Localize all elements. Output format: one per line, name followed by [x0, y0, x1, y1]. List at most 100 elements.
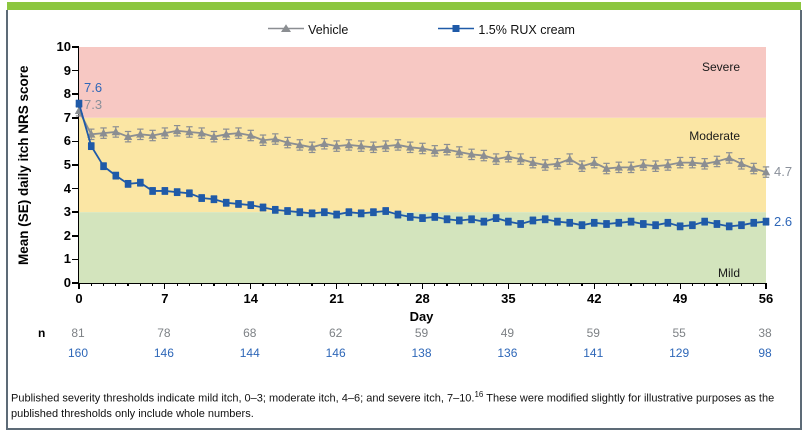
- x-major-tick-mark: [507, 283, 509, 289]
- y-tick-mark: [72, 69, 79, 72]
- x-major-tick-mark: [593, 283, 595, 289]
- x-minor-tick-mark: [409, 283, 411, 286]
- x-minor-tick-mark: [458, 283, 460, 286]
- legend-item-rux: 1.5% RUX cream: [438, 21, 575, 39]
- annotation-vehicle-day0: 7.3: [84, 97, 103, 112]
- n-value-vehicle: 49: [500, 326, 515, 340]
- n-value-rux: 138: [411, 346, 432, 360]
- footnote-text-2: These were modified slightly for illustr…: [11, 392, 775, 421]
- n-value-vehicle: 81: [71, 326, 85, 340]
- x-tick-label: 42: [587, 291, 602, 306]
- x-minor-tick-mark: [740, 283, 743, 286]
- x-minor-tick-mark: [139, 283, 141, 286]
- x-minor-tick-mark: [704, 283, 706, 286]
- x-minor-tick-mark: [102, 283, 105, 286]
- y-tick-label: 5: [63, 157, 71, 172]
- y-tick-mark: [72, 46, 79, 48]
- y-tick-label: 4: [63, 180, 71, 196]
- x-major-tick-mark: [679, 283, 681, 289]
- x-major-tick-mark: [78, 283, 80, 289]
- x-minor-tick-mark: [385, 283, 387, 286]
- severity-band: [79, 47, 766, 118]
- severity-band: [79, 212, 766, 283]
- n-value-vehicle: 38: [758, 326, 772, 340]
- footnote-text-1: Published severity thresholds indicate m…: [11, 392, 475, 405]
- plot-area: Severe Moderate Mild 7.6 7.3 4.7 2.6 0 1 2…: [57, 39, 793, 306]
- x-minor-tick-mark: [642, 283, 644, 286]
- x-minor-tick-mark: [544, 283, 546, 286]
- x-minor-tick-mark: [299, 283, 301, 286]
- chart-canvas: [74, 47, 771, 283]
- legend-label-rux: 1.5% RUX cream: [478, 23, 575, 37]
- x-minor-tick-mark: [176, 283, 178, 286]
- y-tick-label: 7: [63, 109, 71, 125]
- n-value-rux: 146: [325, 346, 346, 360]
- x-tick-label: 56: [758, 291, 774, 306]
- x-minor-tick-mark: [495, 283, 497, 286]
- x-major-tick-mark: [250, 283, 252, 289]
- y-tick-label: 3: [63, 204, 71, 220]
- x-minor-tick-mark: [630, 283, 632, 286]
- y-tick-label: 6: [63, 133, 71, 149]
- x-minor-tick-mark: [470, 283, 473, 286]
- n-value-rux: 141: [583, 346, 604, 360]
- x-minor-tick-mark: [556, 283, 559, 286]
- n-value-rux: 144: [239, 346, 260, 360]
- n-value-vehicle: 62: [328, 326, 343, 340]
- y-tick-label: 2: [63, 227, 71, 243]
- y-tick-mark: [72, 187, 79, 190]
- n-table: n 81 160 78 146 68 144 62 146 59 138 49 136 59 141 55 1…: [38, 326, 772, 370]
- x-tick-label: 0: [75, 291, 83, 306]
- x-minor-tick-mark: [323, 283, 325, 286]
- n-value-vehicle: 78: [157, 326, 171, 340]
- footnote-reference: 16: [474, 390, 484, 399]
- y-tick-mark: [72, 211, 79, 213]
- n-value-rux: 98: [758, 346, 772, 360]
- n-row-label: n: [38, 326, 46, 340]
- annotation-rux-day56: 2.6: [774, 214, 793, 229]
- chart-legend: Vehicle 1.5% RUX cream: [78, 21, 765, 39]
- n-value-rux: 129: [669, 346, 690, 360]
- x-major-tick-mark: [421, 283, 424, 289]
- y-tick-label: 10: [56, 39, 71, 54]
- y-tick-mark: [72, 140, 79, 143]
- x-minor-tick-mark: [728, 283, 730, 286]
- annotation-rux-day0: 7.6: [84, 80, 103, 95]
- x-minor-tick-mark: [213, 283, 215, 286]
- x-minor-tick-mark: [201, 283, 203, 286]
- annotation-vehicle-day56: 4.7: [774, 164, 793, 179]
- legend-label-vehicle: Vehicle: [308, 23, 349, 37]
- n-value-vehicle: 68: [243, 326, 257, 340]
- x-minor-tick-mark: [152, 283, 154, 286]
- x-minor-tick-mark: [569, 283, 571, 286]
- x-minor-tick-mark: [188, 283, 190, 286]
- x-minor-tick-mark: [360, 283, 362, 286]
- x-minor-tick-mark: [90, 283, 92, 286]
- n-value-vehicle: 59: [414, 326, 429, 340]
- vehicle-line-triangle-icon: [268, 21, 305, 39]
- x-major-tick-mark: [765, 283, 767, 289]
- legend-item-vehicle: Vehicle: [268, 21, 348, 39]
- n-value-vehicle: 59: [586, 326, 600, 340]
- n-value-rux: 136: [497, 346, 518, 360]
- x-minor-tick-mark: [115, 283, 117, 286]
- y-tick-label: 8: [63, 86, 71, 102]
- accent-topbar: [7, 2, 801, 10]
- x-minor-tick-mark: [532, 283, 534, 286]
- x-tick-label: 14: [243, 291, 258, 306]
- x-minor-tick-mark: [483, 283, 485, 286]
- x-tick-label: 7: [161, 291, 169, 306]
- x-tick-label: 35: [501, 291, 516, 306]
- x-minor-tick-mark: [127, 283, 129, 286]
- y-tick-label: 9: [63, 62, 71, 78]
- band-label-moderate: Moderate: [689, 129, 740, 143]
- x-minor-tick-mark: [605, 283, 608, 286]
- x-minor-tick-mark: [581, 283, 583, 286]
- x-minor-tick-mark: [262, 283, 264, 286]
- y-tick-label: 1: [63, 251, 71, 267]
- y-tick-mark: [72, 282, 79, 284]
- x-minor-tick-mark: [446, 283, 448, 286]
- n-value-vehicle: 55: [672, 326, 686, 340]
- band-label-severe: Severe: [701, 60, 740, 74]
